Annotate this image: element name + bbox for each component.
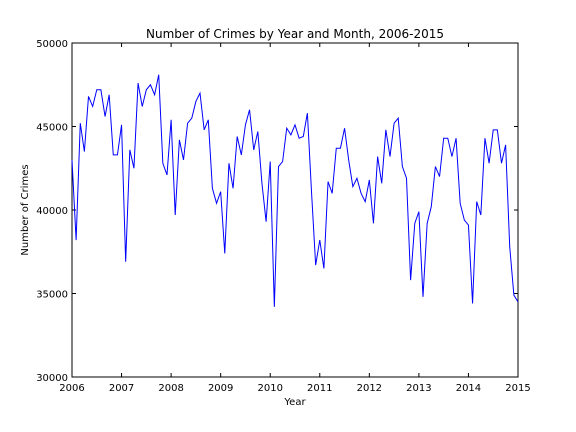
y-tick-label: 35000: [36, 290, 68, 301]
x-tick-label: 2012: [357, 383, 382, 394]
x-tick-label: 2014: [456, 383, 481, 394]
x-tick-label: 2008: [158, 383, 183, 394]
x-axis-label: Year: [283, 397, 306, 408]
x-axis: 2006 2007 2008 2009 2010 2011 2012 2013 2014 2015: [59, 43, 531, 394]
plot-area: 2006 2007 2008 2009 2010 2011 2012 2013 2014 2015…: [36, 39, 531, 394]
plot-frame: [71, 42, 519, 378]
x-tick-label: 2013: [406, 383, 431, 394]
series-line: [71, 74, 519, 307]
x-tick-label: 2007: [109, 383, 134, 394]
chart-title: Number of Crimes by Year and Month, 2006…: [146, 27, 444, 41]
y-axis-label: Number of Crimes: [20, 164, 31, 255]
y-tick-label: 50000: [36, 39, 68, 50]
y-tick-label: 40000: [36, 206, 68, 217]
y-tick-label: 30000: [36, 373, 68, 384]
x-tick-label: 2009: [208, 383, 233, 394]
x-tick-label: 2015: [505, 383, 530, 394]
x-tick-label: 2006: [59, 383, 84, 394]
x-tick-label: 2011: [307, 383, 332, 394]
x-tick-label: 2010: [257, 383, 282, 394]
y-axis: 30000 35000 40000 45000 50000: [36, 39, 518, 384]
y-tick-label: 45000: [36, 123, 68, 134]
